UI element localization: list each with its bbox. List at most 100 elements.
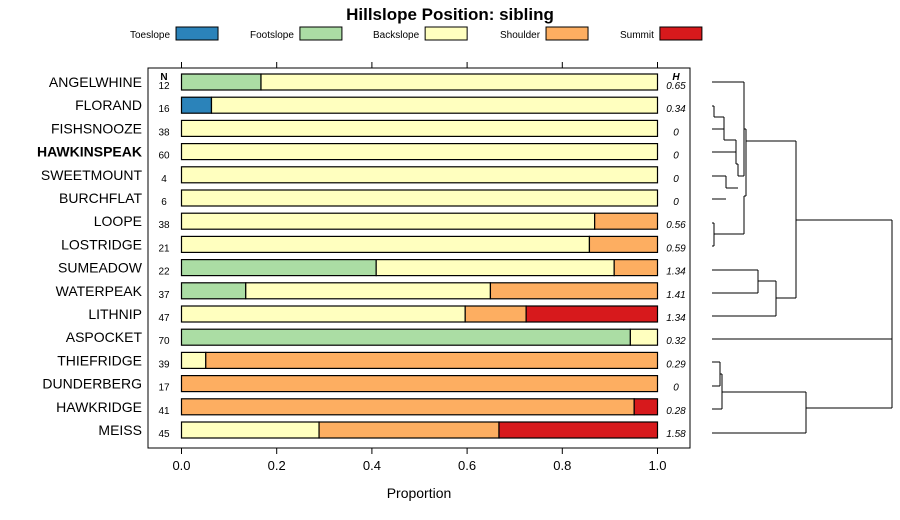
row-n-value: 6	[161, 197, 167, 208]
bar-segment-summit	[633, 398, 659, 416]
bar-segment-shoulder	[205, 351, 659, 369]
bar-segment-backslope	[260, 73, 659, 91]
row-label: LITHNIP	[88, 306, 142, 322]
row-n-value: 45	[158, 429, 170, 440]
bar-segment-shoulder	[464, 305, 527, 323]
row-hawkinspeak: HAWKINSPEAK 60 0	[37, 143, 679, 162]
row-meiss: MEISS 45 1.58	[98, 421, 686, 440]
legend-swatch	[299, 26, 343, 41]
row-h-value: 0.56	[666, 220, 686, 231]
row-n-value: 21	[158, 243, 170, 254]
row-hawkridge: HAWKRIDGE 41 0.28	[56, 398, 686, 417]
bar-segment-backslope	[180, 143, 659, 161]
row-angelwhine: ANGELWHINE 12 0.65	[49, 73, 686, 92]
row-h-value: 1.34	[666, 313, 686, 324]
h-column-header: H	[672, 72, 680, 83]
bar-rows: ANGELWHINE 12 0.65 FLORAND 16 0.34 FISHSNOOZE 3…	[37, 73, 686, 440]
row-label: DUNDERBERG	[42, 376, 142, 392]
row-h-value: 0	[673, 151, 679, 162]
legend-item-backslope: Backslope	[373, 26, 468, 41]
x-axis-title: Proportion	[387, 485, 452, 501]
row-n-value: 47	[158, 313, 170, 324]
row-label: SUMEADOW	[58, 260, 143, 276]
bar-segment-backslope	[180, 305, 466, 323]
x-tick-label: 0.4	[363, 458, 381, 473]
row-n-value: 60	[158, 151, 170, 162]
legend: Toeslope Footslope Backslope Shoulder Summit	[130, 26, 703, 41]
bar-segment-shoulder	[594, 212, 659, 230]
x-tick-label: 0.6	[458, 458, 476, 473]
bar-segment-backslope	[180, 212, 596, 230]
row-h-value: 0.65	[666, 81, 686, 92]
row-n-value: 16	[158, 104, 170, 115]
row-n-value: 70	[158, 336, 170, 347]
row-label: LOOPE	[94, 213, 142, 229]
row-n-value: 22	[158, 267, 170, 278]
row-label: FLORAND	[75, 97, 142, 113]
legend-label: Backslope	[373, 30, 420, 41]
row-dunderberg: DUNDERBERG 17 0	[42, 375, 679, 394]
legend-item-summit: Summit	[620, 26, 703, 41]
row-h-value: 0	[673, 197, 679, 208]
bar-segment-backslope	[180, 351, 207, 369]
x-tick-label: 0.0	[172, 458, 190, 473]
row-thiefridge: THIEFRIDGE 39 0.29	[57, 351, 686, 370]
legend-swatch	[175, 26, 219, 41]
bar-segment-summit	[525, 305, 659, 323]
bar-segment-backslope	[210, 96, 659, 114]
bar-segment-backslope	[180, 189, 659, 207]
bar-segment-backslope	[180, 421, 320, 439]
row-n-value: 12	[158, 81, 170, 92]
legend-label: Footslope	[250, 30, 294, 41]
row-n-value: 41	[158, 406, 170, 417]
bar-segment-backslope	[245, 282, 492, 300]
bar-segment-footslope	[180, 328, 631, 346]
row-sumeadow: SUMEADOW 22 1.34	[58, 259, 686, 278]
bar-segment-backslope	[629, 328, 659, 346]
legend-swatch	[659, 26, 703, 41]
bar-segment-shoulder	[180, 398, 635, 416]
row-h-value: 1.41	[666, 290, 685, 301]
chart-title: Hillslope Position: sibling	[346, 5, 554, 24]
bar-segment-footslope	[180, 282, 247, 300]
row-h-value: 0.34	[666, 104, 686, 115]
row-loope: LOOPE 38 0.56	[94, 212, 686, 231]
row-n-value: 38	[158, 220, 170, 231]
row-h-value: 0.29	[666, 359, 686, 370]
row-burchflat: BURCHFLAT 6 0	[59, 189, 679, 208]
legend-swatch	[424, 26, 468, 41]
row-florand: FLORAND 16 0.34	[75, 96, 686, 115]
bar-segment-shoulder	[588, 235, 659, 253]
row-label: LOSTRIDGE	[61, 236, 142, 252]
bar-segment-backslope	[180, 235, 591, 253]
plot-frame	[147, 67, 691, 449]
row-n-value: 17	[158, 383, 170, 394]
row-label: SWEETMOUNT	[41, 167, 143, 183]
row-waterpeak: WATERPEAK 37 1.41	[56, 282, 686, 301]
legend-label: Toeslope	[130, 30, 170, 41]
row-n-value: 4	[161, 174, 167, 185]
x-tick-label: 1.0	[648, 458, 666, 473]
row-n-value: 37	[158, 290, 170, 301]
bar-segment-footslope	[180, 73, 262, 91]
legend-label: Summit	[620, 30, 654, 41]
row-label: ASPOCKET	[66, 329, 143, 345]
legend-label: Shoulder	[500, 30, 541, 41]
x-tick-label: 0.8	[553, 458, 571, 473]
bar-segment-backslope	[180, 166, 659, 184]
row-lithnip: LITHNIP 47 1.34	[88, 305, 686, 324]
row-label: THIEFRIDGE	[57, 352, 142, 368]
row-lostridge: LOSTRIDGE 21 0.59	[61, 235, 686, 254]
row-h-value: 0.59	[666, 243, 686, 254]
bar-segment-shoulder	[180, 375, 659, 393]
bar-segment-shoulder	[318, 421, 500, 439]
legend-item-shoulder: Shoulder	[500, 26, 589, 41]
row-label: HAWKRIDGE	[56, 399, 142, 415]
bar-segment-backslope	[375, 259, 615, 277]
row-h-value: 1.34	[666, 267, 686, 278]
bar-segment-shoulder	[613, 259, 659, 277]
legend-item-toeslope: Toeslope	[130, 26, 219, 41]
row-label: HAWKINSPEAK	[37, 144, 142, 160]
bar-segment-footslope	[180, 259, 377, 277]
